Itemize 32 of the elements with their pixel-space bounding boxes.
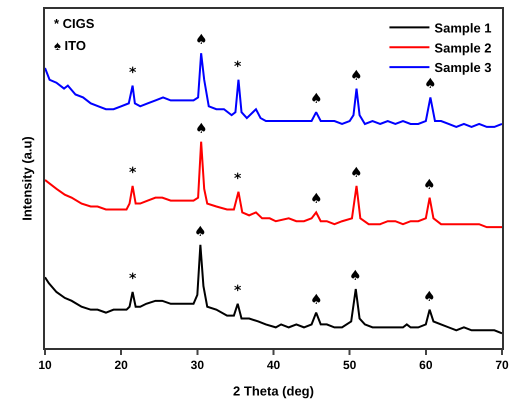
x-tick-label: 20 bbox=[114, 358, 128, 372]
x-tick-label: 40 bbox=[266, 358, 280, 372]
text: ♠ ITO bbox=[54, 38, 86, 53]
y-axis-title: Intensity (a.u) bbox=[20, 136, 35, 221]
annotation: ♠ bbox=[195, 32, 208, 48]
annotation: ♠ bbox=[423, 289, 436, 305]
annotation: * bbox=[129, 65, 137, 81]
legend-label: Sample 3 bbox=[434, 60, 492, 76]
legend-label: Sample 2 bbox=[434, 40, 492, 56]
x-tick-label: 50 bbox=[342, 358, 357, 372]
x-tick-label: 10 bbox=[38, 358, 52, 372]
x-tick-label: 60 bbox=[419, 358, 433, 372]
annotation: ♠ bbox=[195, 121, 208, 137]
annotation: ♠ bbox=[424, 76, 437, 92]
annotation: ♠ bbox=[310, 91, 323, 107]
annotation: ♠ bbox=[194, 224, 207, 240]
annotation: ♠ bbox=[350, 68, 363, 84]
annotation: ♠ bbox=[350, 165, 363, 181]
annotation: ♠ bbox=[310, 191, 323, 207]
legend-label: Sample 1 bbox=[434, 20, 492, 36]
annotation: * bbox=[234, 171, 242, 187]
annotation: * bbox=[129, 165, 137, 181]
x-tick-label: 30 bbox=[190, 358, 204, 372]
text: * CIGS bbox=[54, 16, 95, 31]
annotation: ♠ bbox=[423, 177, 436, 193]
x-tick-label: 70 bbox=[495, 358, 509, 372]
annotation: * bbox=[129, 271, 137, 287]
annotation: ♠ bbox=[349, 268, 362, 284]
annotation: ♠ bbox=[310, 292, 323, 308]
x-axis-title: 2 Theta (deg) bbox=[233, 383, 314, 398]
annotation: * bbox=[234, 59, 242, 75]
annotation: * bbox=[234, 283, 242, 299]
